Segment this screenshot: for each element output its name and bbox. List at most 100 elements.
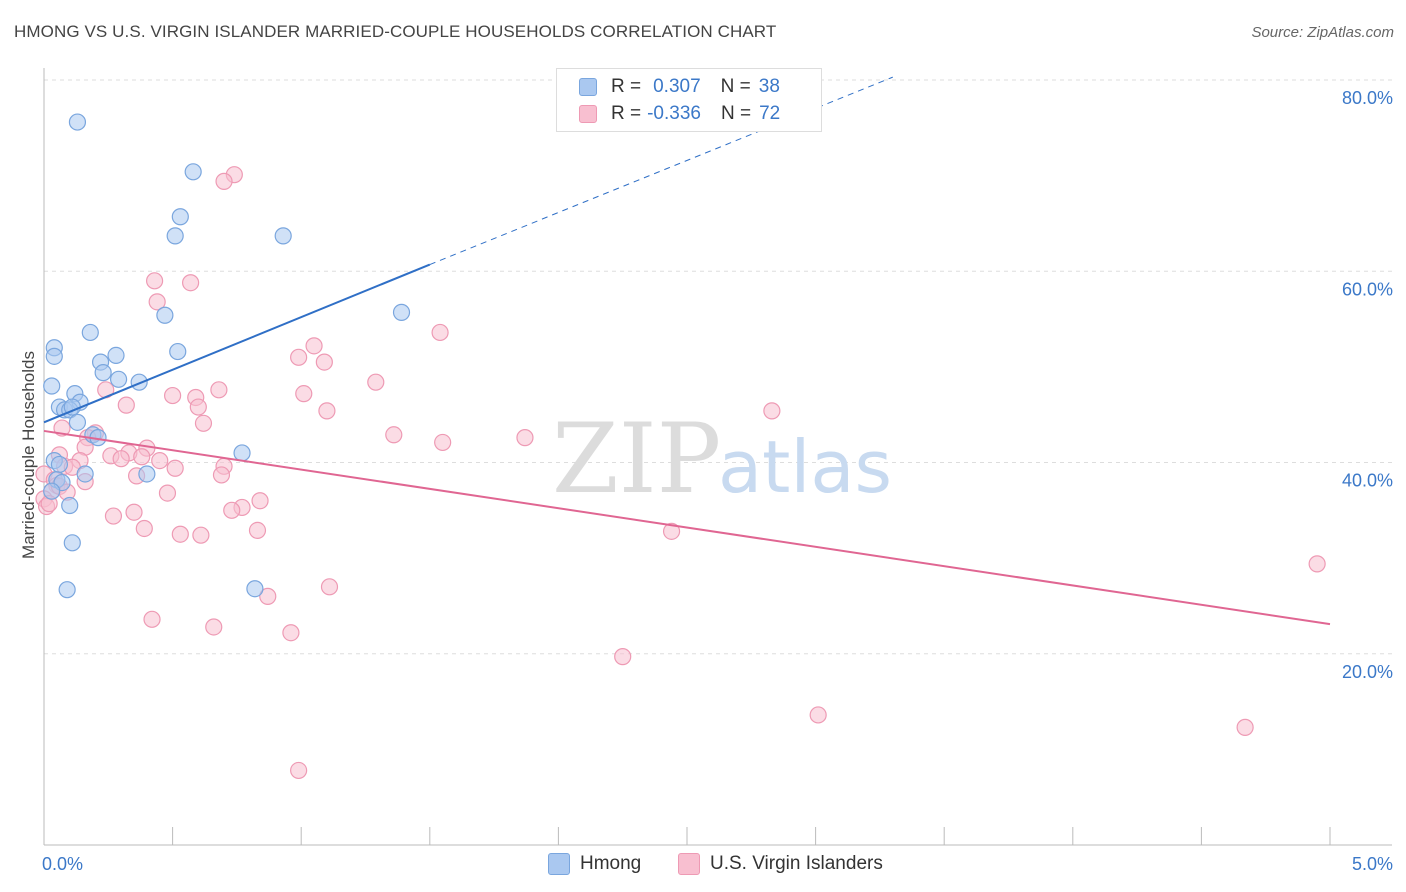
hmong-point — [81, 323, 99, 342]
hmong-point — [166, 227, 184, 245]
source-credit: Source: ZipAtlas.com — [1251, 24, 1394, 41]
usvi-swatch — [579, 105, 597, 123]
hmong-point — [43, 377, 61, 395]
legend-r-value: -0.336 — [647, 103, 701, 124]
usvi-point — [431, 323, 449, 342]
data-points — [35, 113, 1326, 780]
usvi-point — [189, 398, 207, 416]
x-tick-label: 5.0% — [1352, 854, 1393, 874]
hmong-point — [76, 465, 94, 483]
usvi-point — [282, 624, 300, 642]
hmong-point — [130, 373, 148, 391]
legend-row-hmong: R = 0.307 N = 38 — [579, 75, 780, 99]
usvi-point — [210, 381, 228, 399]
usvi-point — [662, 522, 681, 540]
hmong-point — [68, 113, 87, 131]
usvi-point — [171, 525, 189, 543]
usvi-point — [295, 385, 313, 403]
usvi-point — [315, 353, 333, 371]
gridlines — [44, 79, 1392, 655]
hmong-point — [138, 465, 156, 483]
watermark-atlas: atlas — [718, 425, 892, 509]
usvi-point — [145, 272, 164, 290]
usvi-point — [164, 386, 182, 405]
hmong-trend-line — [43, 263, 431, 424]
hmong-point — [94, 364, 112, 382]
hmong-point — [392, 303, 411, 321]
axes — [43, 68, 1392, 846]
usvi-legend-label: U.S. Virgin Islanders — [710, 853, 883, 874]
legend-r-label: R = — [611, 76, 642, 97]
y-tick-label: 60.0% — [1342, 279, 1393, 299]
usvi-point — [133, 448, 151, 466]
usvi-point — [212, 466, 231, 484]
watermark: ZIP atlas — [552, 403, 892, 515]
y-tick-label: 40.0% — [1342, 471, 1393, 491]
usvi-trend-line — [43, 429, 1331, 626]
hmong-point — [184, 163, 202, 181]
usvi-point — [205, 618, 223, 636]
usvi-point — [158, 484, 177, 502]
x-tick-label: 0.0% — [42, 854, 83, 874]
usvi-point — [117, 396, 135, 414]
usvi-point — [763, 402, 781, 420]
usvi-point — [290, 761, 308, 780]
usvi-point — [104, 507, 123, 525]
legend-r-label: R = — [611, 103, 642, 124]
hmong-point — [109, 370, 128, 388]
usvi-point — [194, 414, 213, 432]
hmong-point — [45, 347, 63, 365]
y-axis-label: Married-couple Households — [19, 351, 38, 559]
usvi-point — [192, 526, 210, 544]
hmong-legend-swatch — [548, 853, 570, 875]
legend-item-usvi: U.S. Virgin Islanders — [678, 852, 883, 876]
hmong-point — [68, 413, 87, 431]
usvi-legend-swatch — [678, 853, 700, 875]
legend-n-label: N = — [720, 76, 751, 97]
usvi-point — [215, 172, 233, 190]
usvi-point — [385, 426, 403, 444]
usvi-point — [305, 337, 323, 355]
usvi-point — [614, 648, 632, 666]
usvi-point — [318, 402, 336, 420]
usvi-point — [259, 587, 277, 605]
hmong-point — [169, 342, 187, 361]
usvi-point — [112, 450, 130, 468]
hmong-point — [63, 534, 81, 552]
usvi-point — [251, 492, 269, 510]
hmong-point — [233, 444, 251, 462]
watermark-zip: ZIP — [552, 403, 721, 515]
usvi-point — [290, 348, 308, 366]
usvi-point — [1236, 718, 1254, 736]
usvi-point — [434, 433, 452, 452]
usvi-point — [148, 293, 166, 311]
legend-r-value: 0.307 — [653, 76, 701, 97]
usvi-point — [367, 373, 385, 391]
y-tick-label: 20.0% — [1342, 662, 1393, 682]
y-tick-label: 80.0% — [1342, 88, 1393, 108]
legend-n-value: 72 — [759, 103, 781, 124]
usvi-point — [1308, 555, 1326, 573]
usvi-point — [135, 519, 153, 538]
chart-title: HMONG VS U.S. VIRGIN ISLANDER MARRIED-CO… — [14, 22, 777, 41]
usvi-point — [248, 521, 267, 539]
hmong-point — [58, 581, 76, 599]
hmong-point — [43, 482, 61, 500]
hmong-point — [156, 306, 174, 324]
usvi-point — [809, 706, 827, 724]
legend-row-usvi: R = -0.336 N = 72 — [579, 102, 780, 126]
hmong-legend-label: Hmong — [580, 853, 642, 874]
correlation-legend: R = 0.307 N = 38 R = -0.336 N = 72 — [556, 68, 822, 132]
usvi-point — [151, 451, 169, 470]
legend-n-value: 38 — [758, 76, 780, 97]
hmong-point — [107, 346, 125, 364]
usvi-point — [166, 459, 184, 477]
hmong-point — [50, 455, 69, 474]
legend-item-hmong: Hmong — [548, 852, 641, 876]
hmong-point — [171, 208, 189, 226]
usvi-point — [320, 578, 339, 596]
usvi-point — [143, 610, 161, 628]
legend-n-label: N = — [720, 103, 752, 124]
hmong-point — [274, 227, 292, 245]
usvi-point — [223, 501, 241, 519]
